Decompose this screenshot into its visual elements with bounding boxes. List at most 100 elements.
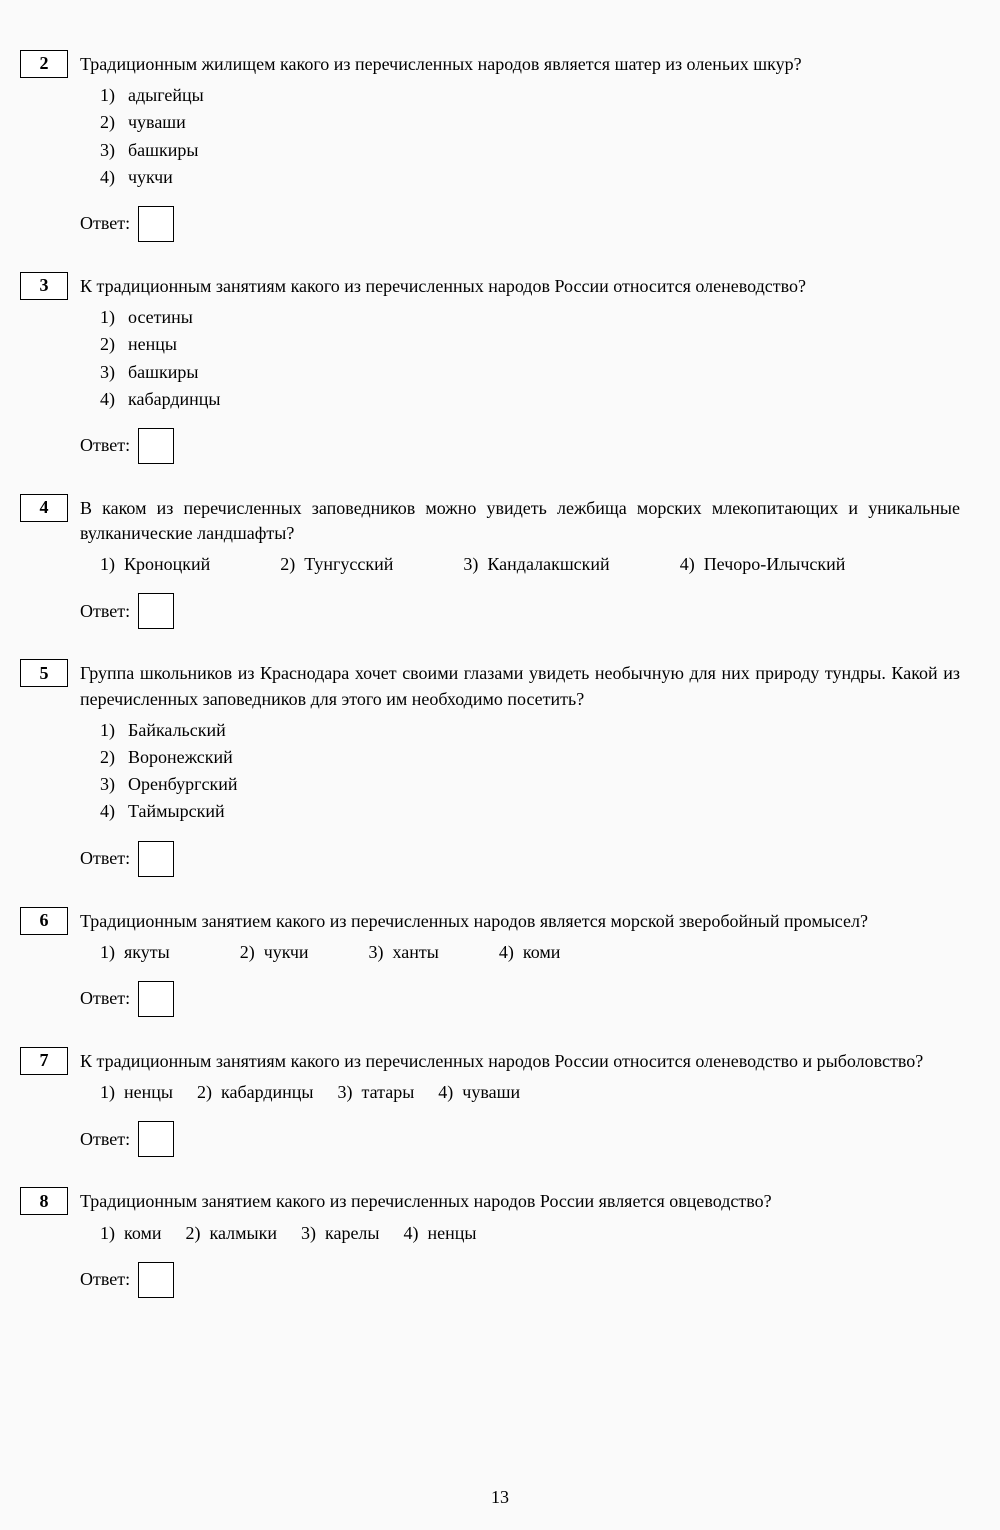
option-label: Воронежский [128,747,233,767]
answer-row: Ответ: [80,841,960,877]
option-label: Байкальский [128,720,226,740]
question-text: Традиционным занятием какого из перечисл… [80,1189,960,1214]
answer-input-box[interactable] [138,593,174,629]
answer-label: Ответ: [80,211,130,236]
answer-row: Ответ: [80,1121,960,1157]
option-label: чуваши [462,1082,520,1102]
question-3: 3К традиционным занятиям какого из переч… [20,272,960,464]
option-number: 2) [186,1223,201,1243]
options-list: 1) Кроноцкий 2) Тунгусский 3) Кандалакшски… [80,552,960,577]
question-7: 7 К традиционным занятиям какого из переч… [20,1047,960,1157]
option: 4) Печоро-Илычский [680,552,846,577]
question-body: К традиционным занятиям какого из перечи… [80,1047,960,1157]
option-number: 2) [100,745,128,770]
option: 2)чуваши [100,110,960,135]
question-text: К традиционным занятиям какого из перечи… [80,1049,960,1074]
option-label: ненцы [428,1223,477,1243]
question-number-box: 4 [20,494,68,522]
answer-input-box[interactable] [138,206,174,242]
question-body: В каком из перечисленных заповедников мо… [80,494,960,630]
option-label: Кандалакшский [487,554,609,574]
option-label: чукчи [128,167,173,187]
answer-row: Ответ: [80,428,960,464]
option: 2)ненцы [100,332,960,357]
answer-row: Ответ: [80,981,960,1017]
options-list: 1)Байкальский2)Воронежский3)Оренбургский… [80,718,960,825]
option-label: башкиры [128,140,198,160]
question-text: В каком из перечисленных заповедников мо… [80,496,960,546]
options-list: 1) якуты2) чукчи3) ханты4) коми [80,940,960,965]
question-5: 5Группа школьников из Краснодара хочет с… [20,659,960,876]
option-label: ненцы [124,1082,173,1102]
option: 3)башкиры [100,138,960,163]
option: 3)Оренбургский [100,772,960,797]
option-label: чукчи [264,942,309,962]
option: 3) карелы [301,1221,380,1246]
option-number: 4) [404,1223,419,1243]
option-number: 1) [100,554,115,574]
option-number: 1) [100,942,115,962]
option-label: Таймырский [128,801,225,821]
option-label: кабардинцы [128,389,221,409]
option-label: чуваши [128,112,186,132]
question-number-box: 3 [20,272,68,300]
option: 3) ханты [369,940,439,965]
option-label: Печоро-Илычский [704,554,846,574]
option-number: 4) [499,942,514,962]
answer-label: Ответ: [80,599,130,624]
option-number: 2) [240,942,255,962]
option-number: 4) [100,387,128,412]
option-number: 4) [100,799,128,824]
option: 4)Таймырский [100,799,960,824]
question-number-box: 6 [20,907,68,935]
option-number: 1) [100,1223,115,1243]
options-list: 1)адыгейцы2)чуваши3)башкиры4)чукчи [80,83,960,190]
answer-label: Ответ: [80,986,130,1011]
options-list: 1) ненцы 2) кабардинцы 3) татары 4) чуваши [80,1080,960,1105]
question-body: Группа школьников из Краснодара хочет св… [80,659,960,876]
option-label: Тунгусский [304,554,393,574]
option-number: 1) [100,305,128,330]
question-4: 4 В каком из перечисленных заповедников м… [20,494,960,630]
option-label: Оренбургский [128,774,237,794]
question-body: Традиционным занятием какого из перечисл… [80,1187,960,1297]
option: 3)башкиры [100,360,960,385]
answer-row: Ответ: [80,1262,960,1298]
question-8: 8Традиционным занятием какого из перечис… [20,1187,960,1297]
option: 4) ненцы [404,1221,477,1246]
option: 4) чуваши [438,1080,520,1105]
option-label: Кроноцкий [124,554,210,574]
option: 2) чукчи [240,940,309,965]
answer-input-box[interactable] [138,1121,174,1157]
option-label: якуты [124,942,170,962]
options-list: 1)осетины 2)ненцы 3)башкиры4)кабардинцы [80,305,960,412]
answer-label: Ответ: [80,1267,130,1292]
option-number: 3) [100,772,128,797]
question-number-box: 7 [20,1047,68,1075]
answer-label: Ответ: [80,1127,130,1152]
option-label: кабардинцы [221,1082,314,1102]
answer-row: Ответ: [80,593,960,629]
question-text: Традиционным жилищем какого из перечисле… [80,52,960,77]
question-6: 6 Традиционным занятием какого из перечис… [20,907,960,1017]
answer-input-box[interactable] [138,1262,174,1298]
option-number: 2) [197,1082,212,1102]
page-number: 13 [491,1485,509,1510]
answer-input-box[interactable] [138,428,174,464]
option: 3) татары [338,1080,415,1105]
option-number: 1) [100,1082,115,1102]
option-label: башкиры [128,362,198,382]
option-number: 4) [680,554,695,574]
option-number: 2) [100,110,128,135]
option-number: 2) [280,554,295,574]
option: 1)Байкальский [100,718,960,743]
option-number: 3) [463,554,478,574]
answer-label: Ответ: [80,433,130,458]
option: 1) ненцы [100,1080,173,1105]
answer-input-box[interactable] [138,841,174,877]
question-number-box: 2 [20,50,68,78]
option-label: осетины [128,307,193,327]
question-2: 2 Традиционным жилищем какого из перечисл… [20,50,960,242]
question-body: Традиционным занятием какого из перечисл… [80,907,960,1017]
answer-input-box[interactable] [138,981,174,1017]
